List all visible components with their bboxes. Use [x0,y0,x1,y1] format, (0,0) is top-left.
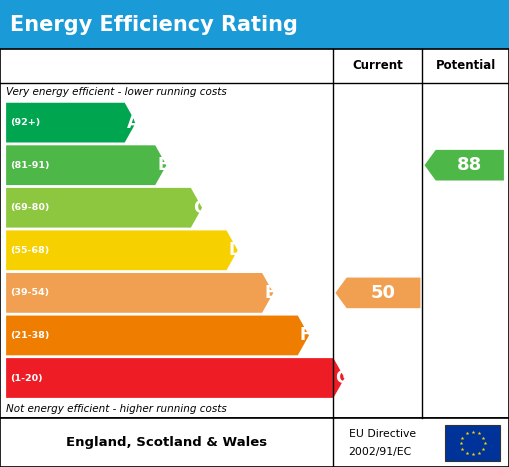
Text: (39-54): (39-54) [10,289,49,297]
Text: G: G [335,369,349,387]
Bar [0,418,509,467]
Text: B: B [157,156,170,174]
Text: Current: Current [353,59,403,72]
Text: E: E [264,284,275,302]
Text: Not energy efficient - higher running costs: Not energy efficient - higher running co… [6,403,227,414]
Text: (1-20): (1-20) [10,374,43,382]
Text: (55-68): (55-68) [10,246,49,255]
Polygon shape [6,316,309,355]
Polygon shape [6,103,136,142]
Text: Energy Efficiency Rating: Energy Efficiency Rating [10,14,298,35]
Bar [0,49,509,418]
Polygon shape [425,150,504,181]
Polygon shape [6,230,238,270]
Text: C: C [193,199,205,217]
Text: D: D [229,241,242,259]
Polygon shape [6,188,202,227]
Text: (92+): (92+) [10,118,40,127]
Text: (69-80): (69-80) [10,203,49,212]
Polygon shape [6,358,345,398]
Text: 2002/91/EC: 2002/91/EC [349,447,412,457]
Text: 50: 50 [371,284,396,302]
Text: F: F [300,326,311,345]
Polygon shape [6,145,166,185]
Text: EU Directive: EU Directive [349,429,416,439]
Text: (81-91): (81-91) [10,161,50,170]
Bar [0,0,509,49]
Text: A: A [127,113,139,132]
Polygon shape [335,277,420,308]
Text: (21-38): (21-38) [10,331,49,340]
Polygon shape [6,273,273,313]
Text: 88: 88 [457,156,483,174]
Bar [445,425,500,461]
Text: Very energy efficient - lower running costs: Very energy efficient - lower running co… [6,87,227,97]
Text: England, Scotland & Wales: England, Scotland & Wales [66,436,267,449]
Text: Potential: Potential [436,59,496,72]
